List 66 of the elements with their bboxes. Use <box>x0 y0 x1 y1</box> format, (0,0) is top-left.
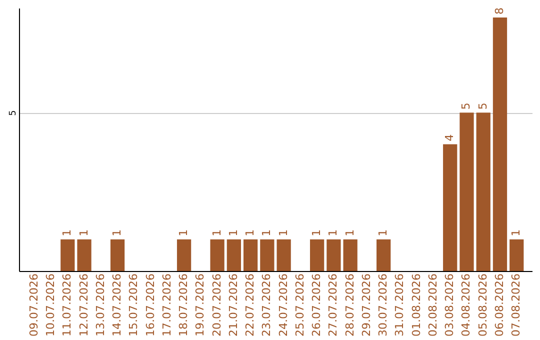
bar <box>343 239 358 271</box>
x-tick-label: 19.07.2026 <box>194 274 207 336</box>
x-tick-label: 29.07.2026 <box>360 274 373 336</box>
bar <box>492 18 508 271</box>
x-tick-label: 07.08.2026 <box>510 274 523 336</box>
bar <box>176 239 192 271</box>
x-tick-label: 12.07.2026 <box>77 274 90 336</box>
data-label: 8 <box>492 8 506 15</box>
x-tick-label: 11.07.2026 <box>60 274 74 336</box>
x-tick-label: 15.07.2026 <box>127 274 140 336</box>
x-tick-label: 28.07.2026 <box>343 274 356 336</box>
x-tick-label: 23.07.2026 <box>260 274 274 336</box>
bar <box>210 239 224 271</box>
x-tick-label: 01.08.2026 <box>410 274 423 336</box>
x-tick-label: 25.07.2026 <box>293 274 306 336</box>
bar <box>260 239 274 271</box>
bar <box>510 239 524 271</box>
data-label: 1 <box>244 229 257 236</box>
x-tick-label: 16.07.2026 <box>144 274 157 336</box>
x-tick-label: 17.07.2026 <box>160 274 174 336</box>
data-label: 1 <box>376 229 390 236</box>
data-label: 1 <box>110 229 124 236</box>
bar <box>460 112 474 271</box>
x-tick-label: 14.07.2026 <box>110 274 124 336</box>
data-label: 1 <box>177 229 190 236</box>
bar <box>310 239 324 271</box>
x-tick-label: 31.07.2026 <box>393 274 406 336</box>
data-label: 1 <box>226 229 240 236</box>
bar <box>476 112 490 271</box>
x-tick-label: 04.08.2026 <box>460 274 473 336</box>
bar <box>443 144 458 271</box>
data-label: 1 <box>77 229 90 236</box>
data-label: 1 <box>60 229 74 236</box>
data-label: 1 <box>276 229 290 236</box>
x-tick-label: 09.07.2026 <box>27 274 40 336</box>
data-label: 4 <box>443 134 456 142</box>
data-label: 5 <box>476 102 490 110</box>
x-tick-label: 21.07.2026 <box>226 274 240 336</box>
bar <box>77 239 92 271</box>
bar <box>110 239 125 271</box>
data-label: 1 <box>326 229 340 236</box>
x-tick-label: 20.07.2026 <box>210 274 224 336</box>
bar <box>243 239 258 271</box>
x-tick-label: 18.07.2026 <box>177 274 190 336</box>
x-tick-label: 30.07.2026 <box>376 274 390 336</box>
bar <box>326 239 341 271</box>
x-tick-label: 06.08.2026 <box>492 274 506 336</box>
data-label: 1 <box>510 229 523 236</box>
x-tick-label: 05.08.2026 <box>476 274 490 336</box>
x-tick-label: 24.07.2026 <box>276 274 290 336</box>
data-label: 1 <box>210 229 224 236</box>
x-tick-label: 22.07.2026 <box>244 274 257 336</box>
x-tick-label: 27.07.2026 <box>326 274 340 336</box>
x-tick-label: 26.07.2026 <box>310 274 324 336</box>
data-label: 1 <box>343 229 356 236</box>
data-label: 1 <box>310 229 324 236</box>
x-tick-label: 03.08.2026 <box>443 274 456 336</box>
bar <box>60 239 75 271</box>
bar <box>226 239 241 271</box>
x-tick-label: 10.07.2026 <box>44 274 58 336</box>
x-tick-label: 13.07.2026 <box>94 274 107 336</box>
x-tick-label: 02.08.2026 <box>426 274 440 336</box>
bar <box>376 239 391 271</box>
data-label: 5 <box>460 102 473 110</box>
data-label: 1 <box>260 229 274 236</box>
bar <box>276 239 291 271</box>
